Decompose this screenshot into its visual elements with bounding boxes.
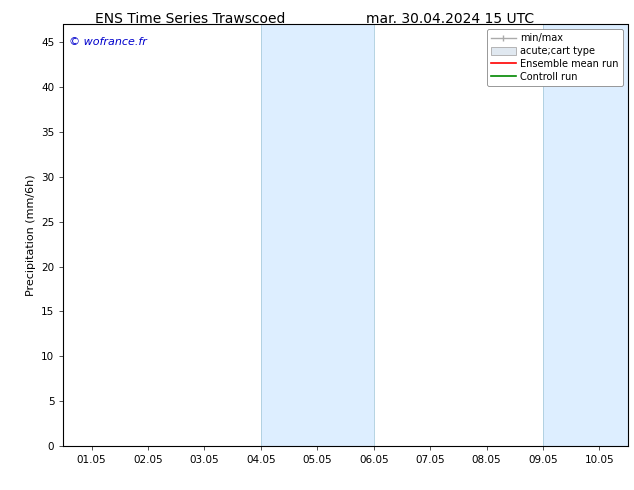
Text: ENS Time Series Trawscoed: ENS Time Series Trawscoed xyxy=(95,12,285,26)
Bar xyxy=(543,24,628,446)
Legend: min/max, acute;cart type, Ensemble mean run, Controll run: min/max, acute;cart type, Ensemble mean … xyxy=(488,29,623,86)
Bar xyxy=(261,24,374,446)
Y-axis label: Precipitation (mm/6h): Precipitation (mm/6h) xyxy=(25,174,36,296)
Text: © wofrance.fr: © wofrance.fr xyxy=(69,37,147,47)
Text: mar. 30.04.2024 15 UTC: mar. 30.04.2024 15 UTC xyxy=(366,12,534,26)
